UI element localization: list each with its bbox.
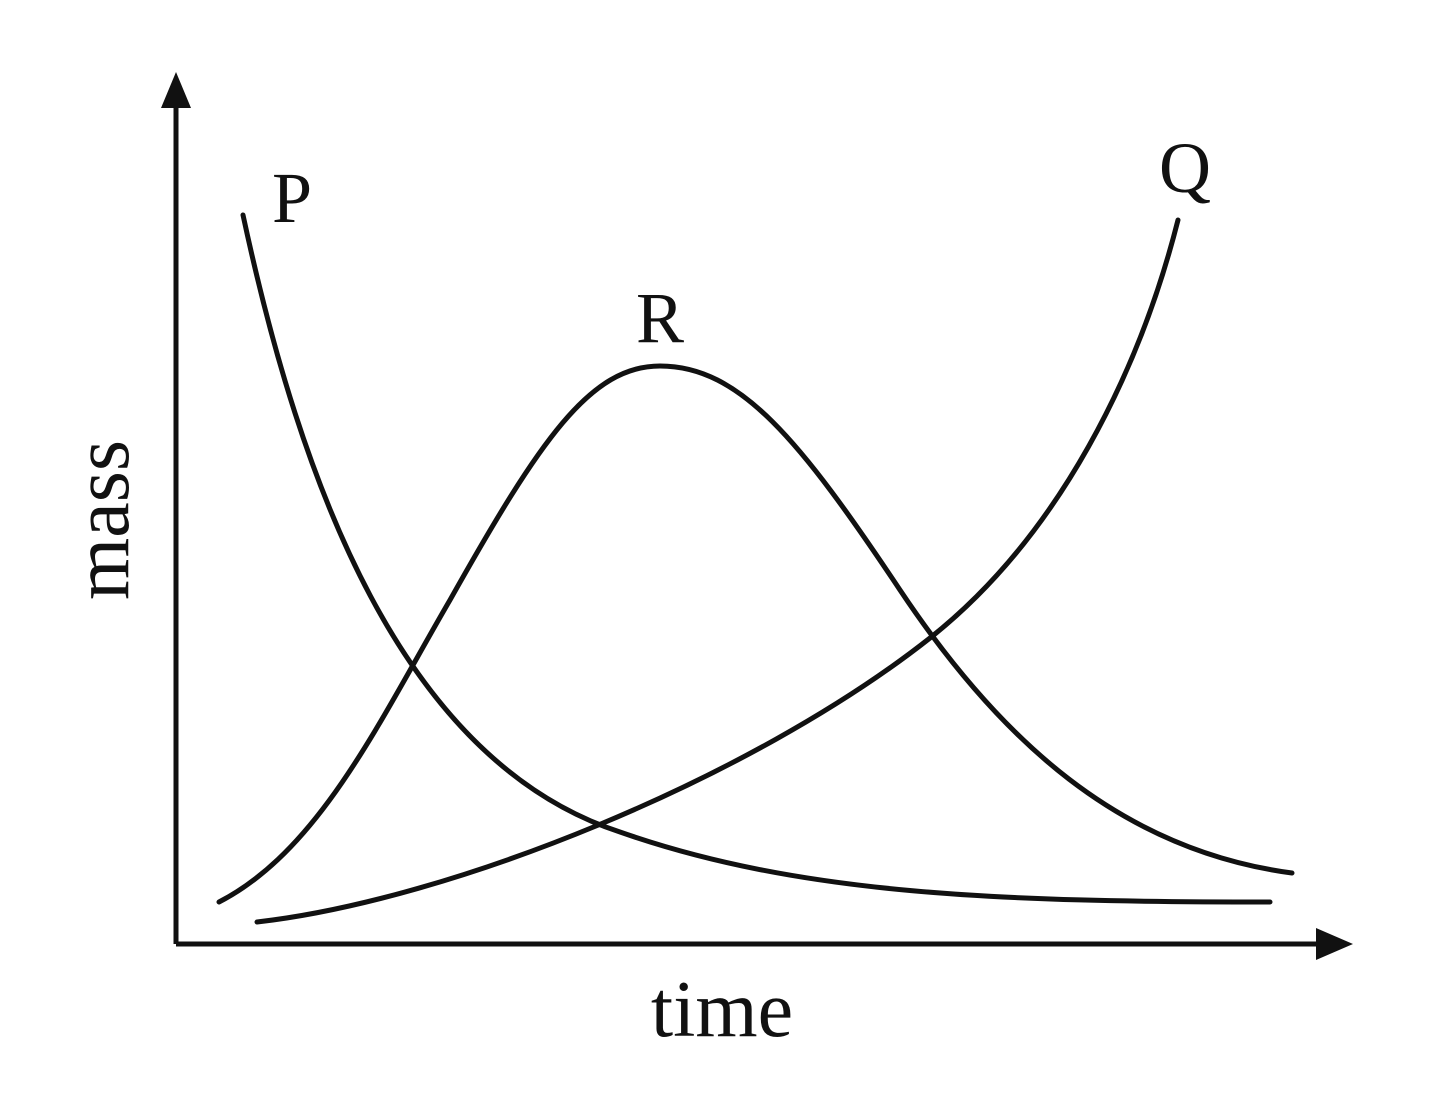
x-axis-arrow — [1316, 928, 1353, 960]
y-axis-arrow — [161, 72, 191, 108]
curve-r — [216, 363, 1295, 905]
y-axis-label: mass — [58, 440, 146, 600]
curve-label: P — [272, 158, 312, 238]
curve-label: Q — [1159, 128, 1211, 208]
curve-label: R — [636, 278, 684, 358]
curve-p — [240, 212, 1273, 905]
x-axis-label: time — [651, 966, 793, 1054]
curve-q — [254, 217, 1181, 925]
